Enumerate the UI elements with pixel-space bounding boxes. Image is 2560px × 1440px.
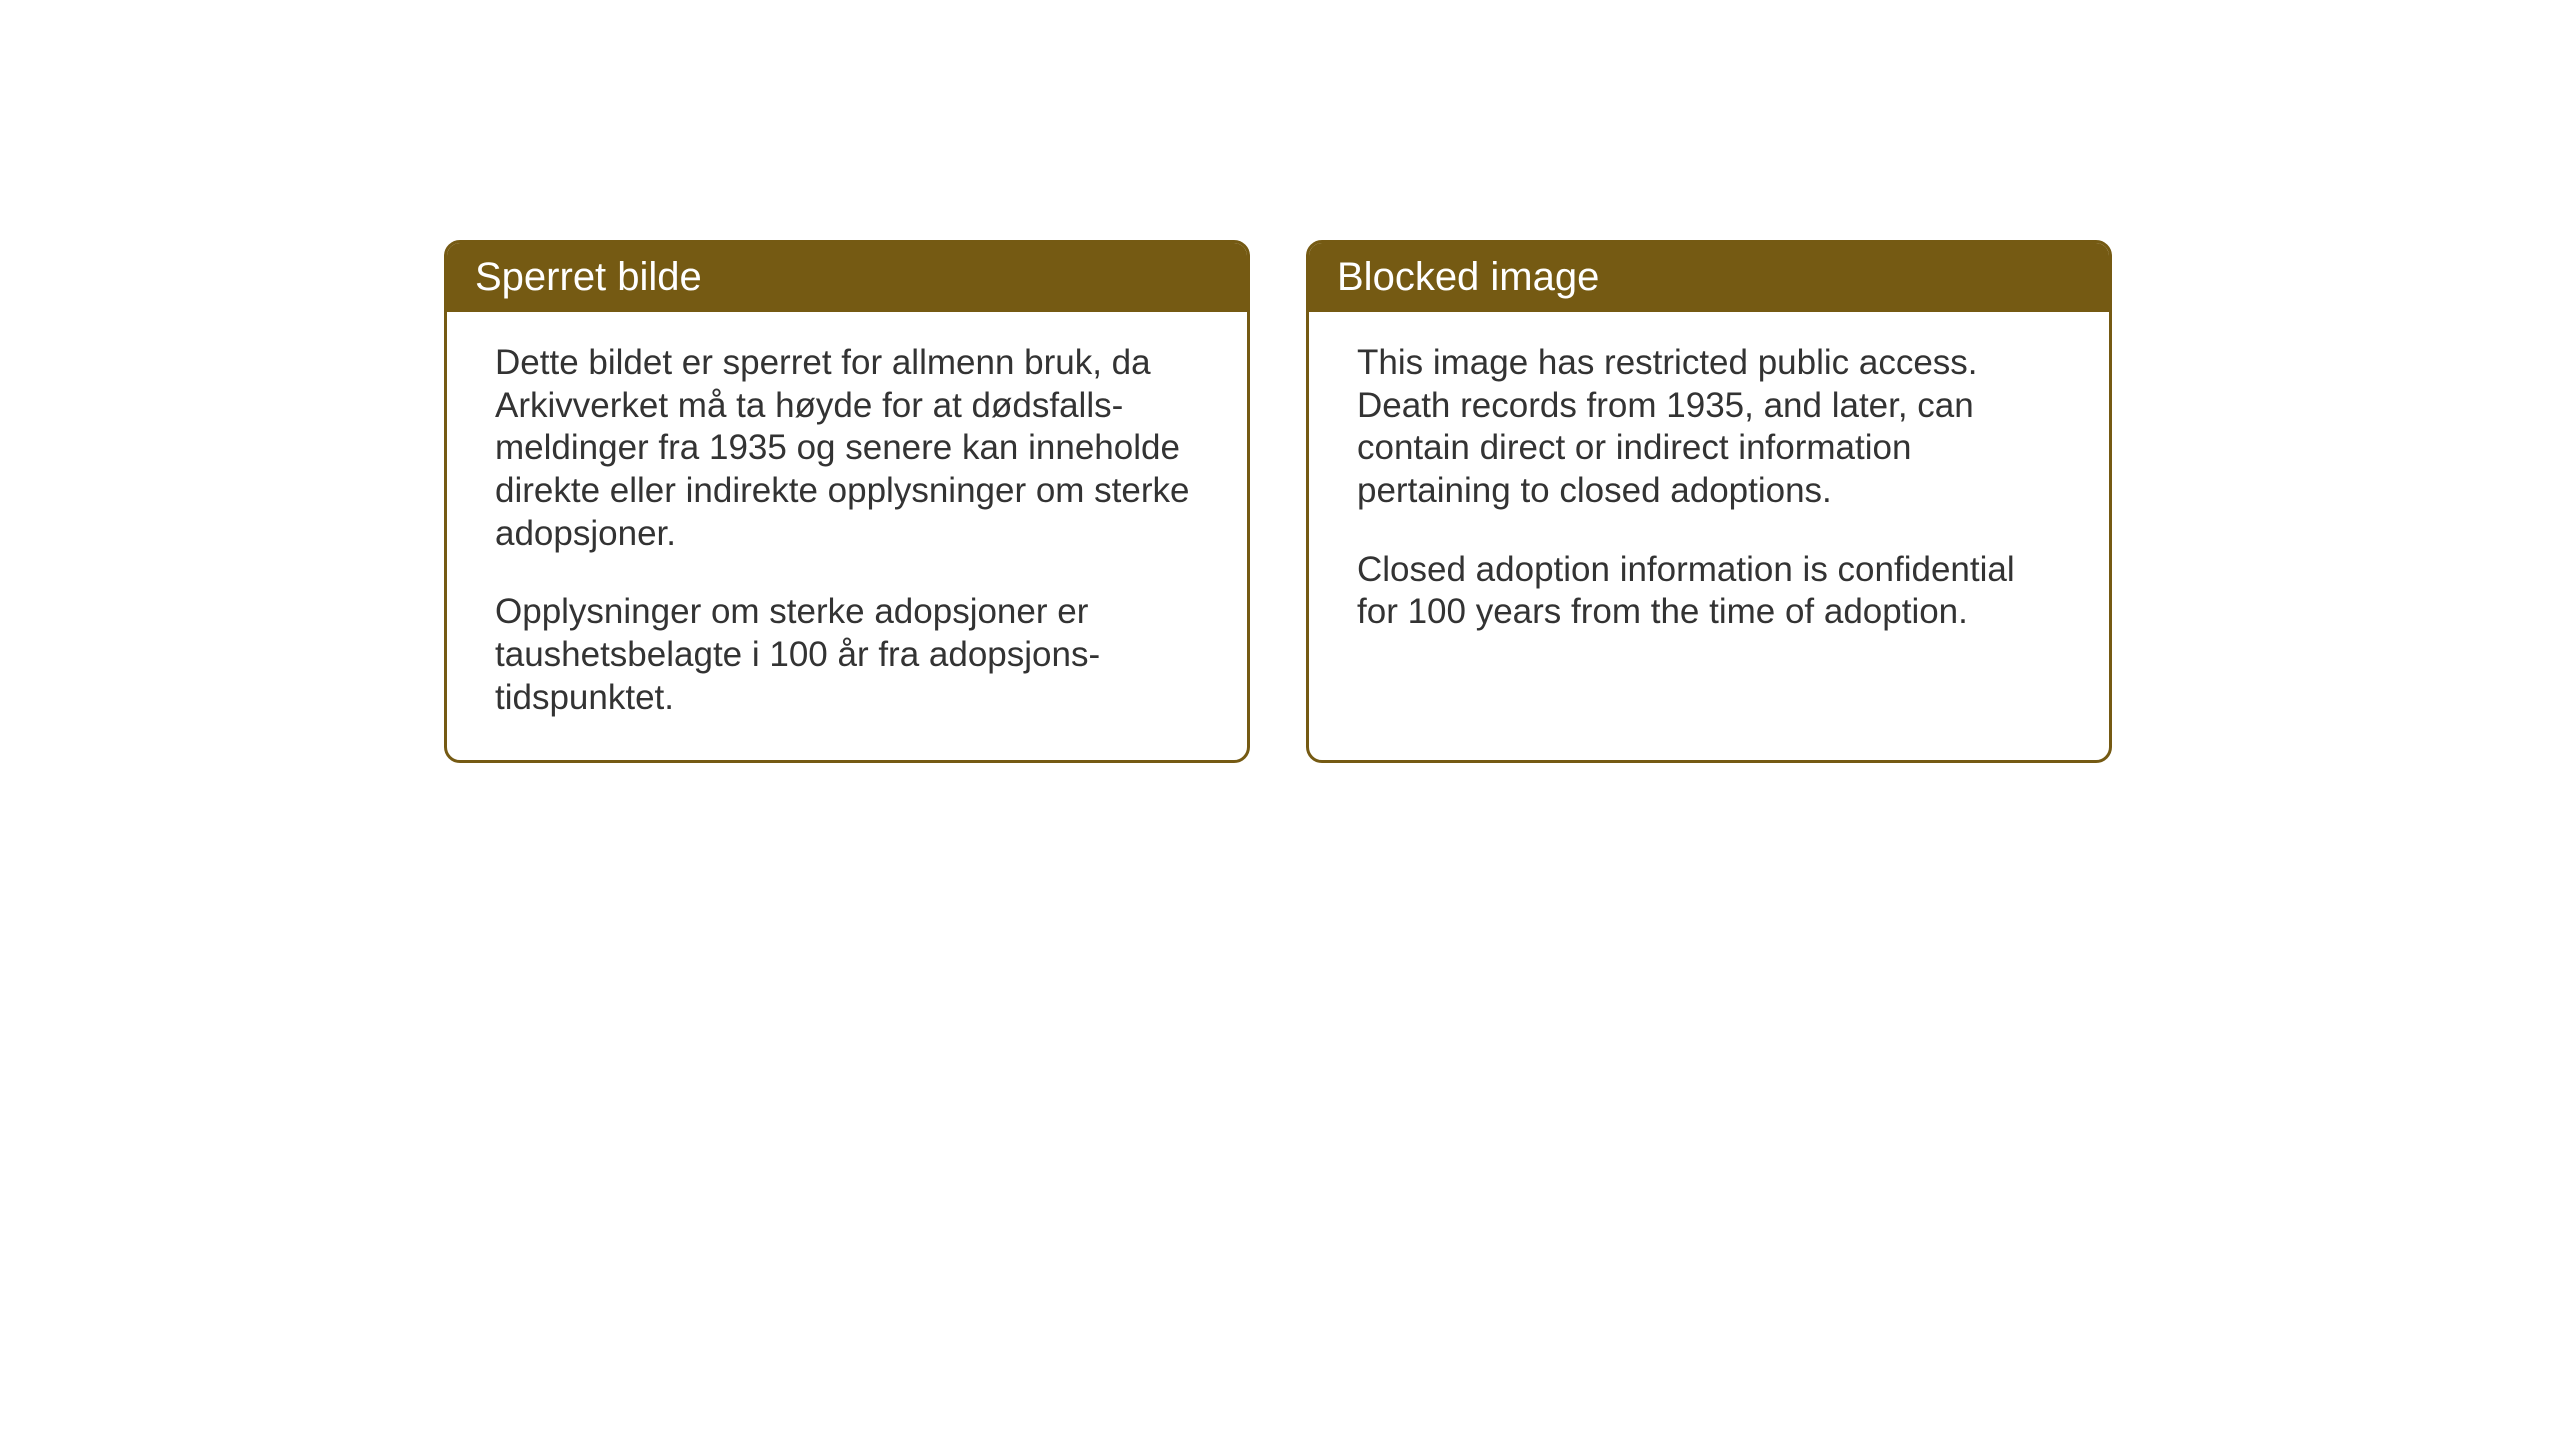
card-english-title: Blocked image bbox=[1337, 255, 1599, 299]
card-english-body: This image has restricted public access.… bbox=[1309, 312, 2109, 674]
card-english: Blocked image This image has restricted … bbox=[1306, 240, 2112, 763]
cards-container: Sperret bilde Dette bildet er sperret fo… bbox=[444, 240, 2112, 763]
card-norwegian-header: Sperret bilde bbox=[447, 243, 1247, 312]
card-english-paragraph-2: Closed adoption information is confident… bbox=[1357, 549, 2061, 634]
card-norwegian: Sperret bilde Dette bildet er sperret fo… bbox=[444, 240, 1250, 763]
card-norwegian-paragraph-2: Opplysninger om sterke adopsjoner er tau… bbox=[495, 591, 1199, 719]
card-english-paragraph-1: This image has restricted public access.… bbox=[1357, 342, 2061, 513]
card-norwegian-paragraph-1: Dette bildet er sperret for allmenn bruk… bbox=[495, 342, 1199, 555]
card-norwegian-body: Dette bildet er sperret for allmenn bruk… bbox=[447, 312, 1247, 760]
card-norwegian-title: Sperret bilde bbox=[475, 255, 702, 299]
card-english-header: Blocked image bbox=[1309, 243, 2109, 312]
